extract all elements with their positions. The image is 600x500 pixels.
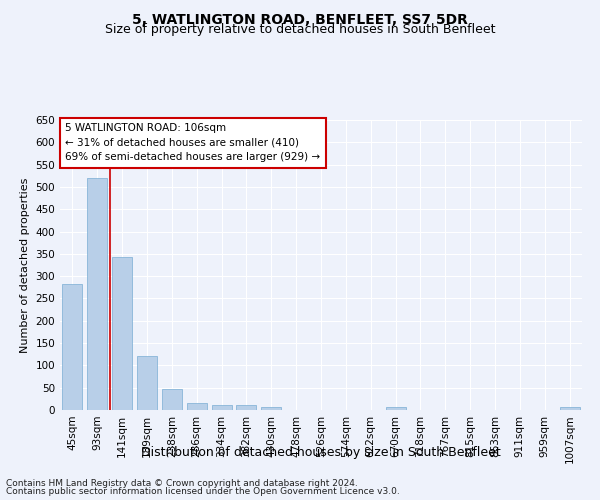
Bar xyxy=(162,388,182,410)
Bar xyxy=(560,408,580,410)
Bar xyxy=(212,405,232,410)
Bar xyxy=(137,356,157,410)
Text: Size of property relative to detached houses in South Benfleet: Size of property relative to detached ho… xyxy=(105,22,495,36)
Bar xyxy=(187,403,206,410)
Bar xyxy=(386,407,406,410)
Bar xyxy=(236,405,256,410)
Y-axis label: Number of detached properties: Number of detached properties xyxy=(20,178,30,352)
Bar xyxy=(62,284,82,410)
Bar xyxy=(88,178,107,410)
Text: Contains public sector information licensed under the Open Government Licence v3: Contains public sector information licen… xyxy=(6,487,400,496)
Bar xyxy=(262,408,281,410)
Text: 5, WATLINGTON ROAD, BENFLEET, SS7 5DR: 5, WATLINGTON ROAD, BENFLEET, SS7 5DR xyxy=(132,12,468,26)
Bar xyxy=(112,257,132,410)
Text: 5 WATLINGTON ROAD: 106sqm
← 31% of detached houses are smaller (410)
69% of semi: 5 WATLINGTON ROAD: 106sqm ← 31% of detac… xyxy=(65,123,320,162)
Text: Distribution of detached houses by size in South Benfleet: Distribution of detached houses by size … xyxy=(141,446,501,459)
Text: Contains HM Land Registry data © Crown copyright and database right 2024.: Contains HM Land Registry data © Crown c… xyxy=(6,478,358,488)
